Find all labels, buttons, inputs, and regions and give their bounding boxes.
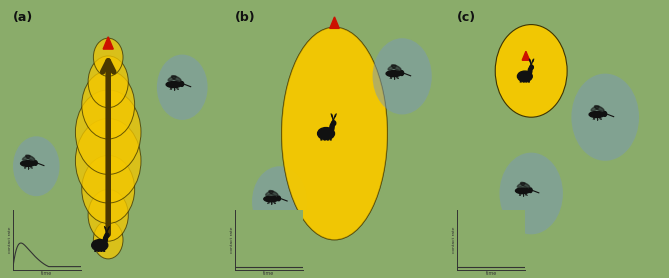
- Ellipse shape: [21, 161, 35, 166]
- Ellipse shape: [166, 81, 181, 88]
- Ellipse shape: [591, 106, 599, 111]
- Circle shape: [94, 221, 123, 259]
- Ellipse shape: [318, 128, 334, 140]
- Circle shape: [157, 54, 207, 120]
- Ellipse shape: [171, 76, 181, 81]
- Ellipse shape: [105, 233, 109, 238]
- Circle shape: [500, 153, 563, 234]
- Ellipse shape: [386, 71, 401, 77]
- Ellipse shape: [269, 190, 278, 196]
- Circle shape: [400, 71, 403, 75]
- Text: (b): (b): [235, 11, 256, 24]
- Text: (c): (c): [457, 11, 476, 24]
- Ellipse shape: [517, 183, 525, 187]
- Ellipse shape: [282, 27, 387, 240]
- Ellipse shape: [595, 106, 604, 111]
- Circle shape: [571, 74, 639, 161]
- Ellipse shape: [388, 65, 396, 70]
- Ellipse shape: [528, 67, 532, 75]
- Ellipse shape: [266, 191, 273, 195]
- Circle shape: [82, 71, 134, 139]
- Ellipse shape: [332, 121, 336, 126]
- Circle shape: [33, 161, 37, 165]
- Circle shape: [88, 189, 128, 241]
- Circle shape: [180, 81, 184, 86]
- Ellipse shape: [264, 196, 278, 202]
- Ellipse shape: [330, 123, 334, 132]
- Circle shape: [252, 166, 307, 237]
- Circle shape: [76, 90, 141, 174]
- Ellipse shape: [391, 65, 401, 71]
- Ellipse shape: [103, 235, 108, 244]
- Ellipse shape: [520, 182, 530, 188]
- Circle shape: [373, 38, 432, 115]
- Ellipse shape: [282, 27, 387, 240]
- Circle shape: [529, 188, 532, 193]
- Circle shape: [495, 24, 567, 117]
- Polygon shape: [103, 37, 113, 49]
- Circle shape: [94, 38, 123, 76]
- Circle shape: [76, 119, 141, 203]
- Ellipse shape: [92, 240, 108, 251]
- Circle shape: [13, 136, 60, 196]
- Ellipse shape: [530, 65, 533, 70]
- Polygon shape: [330, 17, 339, 28]
- Ellipse shape: [516, 188, 530, 193]
- Text: (a): (a): [13, 11, 33, 24]
- Circle shape: [603, 111, 607, 116]
- Ellipse shape: [23, 155, 30, 160]
- Circle shape: [277, 196, 280, 201]
- Circle shape: [82, 155, 134, 224]
- Ellipse shape: [25, 155, 35, 161]
- Polygon shape: [522, 51, 530, 60]
- Ellipse shape: [517, 71, 533, 81]
- Circle shape: [88, 56, 128, 108]
- Ellipse shape: [168, 76, 176, 81]
- Ellipse shape: [589, 111, 604, 118]
